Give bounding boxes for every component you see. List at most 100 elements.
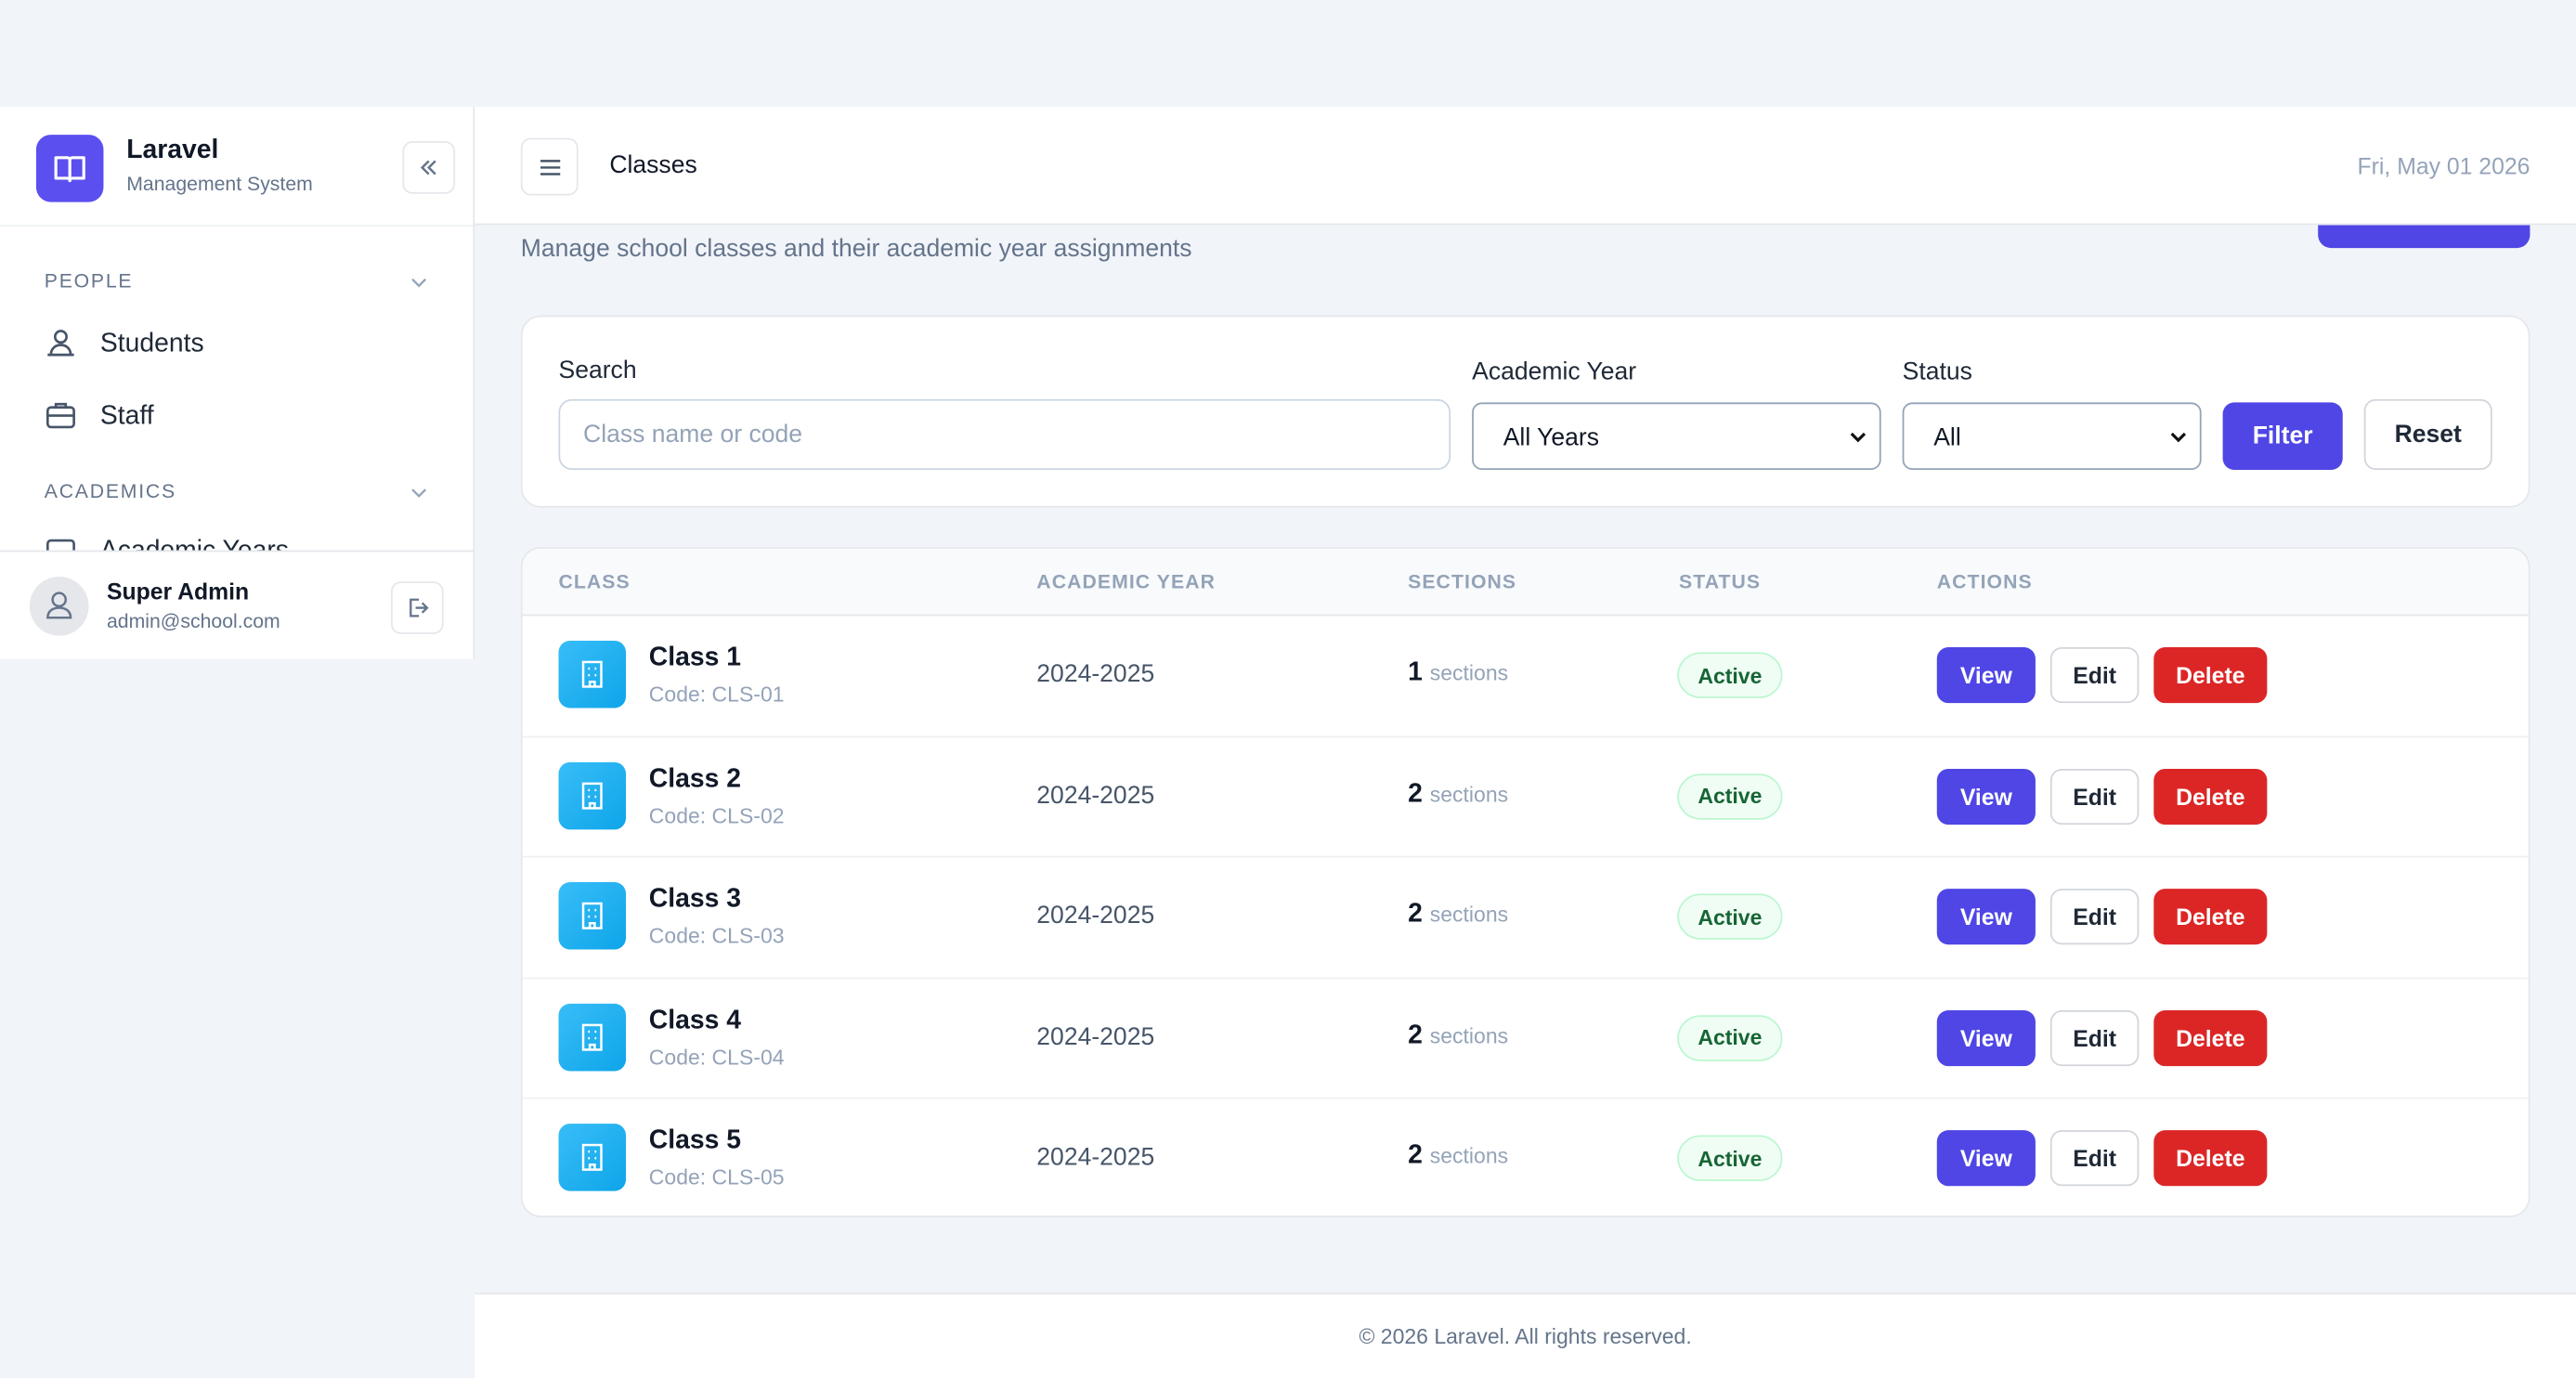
table-header	[522, 548, 2529, 617]
class-name: Class 1	[648, 644, 741, 672]
table-card: CLASS ACADEMIC YEAR SECTIONS STATUS ACTIONS C…	[520, 547, 2530, 1217]
class-icon	[558, 1003, 627, 1071]
academic-year: 2024-2025	[1036, 1022, 1155, 1051]
status-badge: Active	[1677, 652, 1783, 698]
row-divider	[522, 734, 2529, 737]
view-button[interactable]: View	[1936, 889, 2036, 945]
section-count: 2	[1408, 779, 1423, 808]
column-header: SECTIONS	[1408, 569, 1517, 593]
sidebar: Laravel Management System PEOPLE Student…	[0, 106, 475, 659]
edit-button[interactable]: Edit	[2049, 889, 2140, 945]
class-name: Class 2	[648, 764, 741, 793]
column-header: CLASS	[558, 569, 631, 593]
section-unit: sections	[1429, 902, 1509, 927]
column-header: ACADEMIC YEAR	[1036, 569, 1216, 593]
section-unit: sections	[1429, 660, 1509, 685]
delete-button[interactable]: Delete	[2153, 1009, 2268, 1066]
filter-button[interactable]: Filter	[2222, 402, 2343, 470]
class-icon	[558, 640, 627, 708]
column-header: ACTIONS	[1936, 569, 2033, 593]
nav: PEOPLE Students Staff ACADEMICS Academic…	[0, 227, 474, 551]
brand-subtitle: Management System	[126, 172, 313, 196]
page-title: Classes	[609, 150, 697, 179]
row-divider	[522, 976, 2529, 979]
chevron	[411, 278, 427, 288]
delete-button[interactable]: Delete	[2153, 768, 2268, 825]
row-divider	[522, 1097, 2529, 1099]
footer-text: © 2026 Laravel. All rights reserved.	[1359, 1323, 1692, 1349]
sections: 1 sections	[1408, 658, 1508, 688]
reset-button[interactable]: Reset	[2363, 398, 2492, 470]
section-unit: sections	[1429, 781, 1509, 806]
collapse-button[interactable]	[402, 141, 456, 194]
footer: © 2026 Laravel. All rights reserved.	[475, 1293, 2576, 1378]
logout-button[interactable]	[391, 581, 444, 634]
delete-button[interactable]: Delete	[2153, 647, 2268, 704]
view-button[interactable]: View	[1936, 647, 2036, 704]
academic-year: 2024-2025	[1036, 660, 1155, 689]
nav-item[interactable]: Staff	[99, 402, 154, 431]
class-code: Code: CLS-02	[648, 802, 785, 827]
edit-button[interactable]: Edit	[2049, 1130, 2140, 1187]
edit-button[interactable]: Edit	[2049, 768, 2140, 825]
icon	[46, 539, 75, 551]
academic-year: 2024-2025	[1036, 1143, 1155, 1172]
user-name: Super Admin	[106, 578, 250, 605]
class-code: Code: CLS-03	[648, 923, 785, 948]
sections: 2 sections	[1408, 779, 1508, 809]
class-name: Class 4	[648, 1006, 741, 1034]
row-divider	[522, 855, 2529, 858]
divider	[0, 225, 474, 228]
user-panel: Super Admin admin@school.com	[0, 550, 474, 659]
year-select[interactable]: All Years	[1472, 402, 1881, 470]
sections: 2 sections	[1408, 1142, 1508, 1172]
status-select[interactable]: All	[1902, 402, 2202, 470]
edit-button[interactable]: Edit	[2049, 647, 2140, 704]
select-value: All	[1933, 423, 1961, 452]
class-name: Class 5	[648, 1126, 741, 1155]
class-code: Code: CLS-04	[648, 1044, 785, 1069]
date: Fri, May 01 2026	[2357, 152, 2530, 179]
topbar: Classes Fri, May 01 2026	[475, 106, 2576, 226]
label: Search	[558, 356, 637, 384]
section-count: 2	[1408, 1141, 1423, 1170]
menu-button[interactable]	[520, 137, 579, 196]
avatar	[29, 576, 89, 636]
view-button[interactable]: View	[1936, 1009, 2036, 1066]
icon	[47, 330, 74, 357]
brand-title: Laravel	[126, 136, 219, 164]
status-badge: Active	[1677, 773, 1783, 819]
sections: 2 sections	[1408, 1020, 1508, 1050]
section-count: 2	[1408, 1020, 1423, 1049]
nav-item[interactable]: Students	[99, 330, 204, 358]
delete-button[interactable]: Delete	[2153, 1130, 2268, 1187]
subtitle: Manage school classes and their academic…	[520, 234, 1192, 264]
sections: 2 sections	[1408, 900, 1508, 930]
class-code: Code: CLS-05	[648, 1164, 785, 1190]
filter-card: Search Class name or code Academic Year …	[520, 315, 2530, 508]
academic-year: 2024-2025	[1036, 781, 1155, 810]
user-email: admin@school.com	[106, 609, 280, 633]
section-count: 1	[1408, 658, 1423, 687]
label: Academic Year	[1472, 358, 1637, 386]
class-name: Class 3	[648, 885, 741, 914]
status-badge: Active	[1677, 893, 1783, 940]
class-code: Code: CLS-01	[648, 682, 785, 707]
column-header: STATUS	[1679, 569, 1762, 593]
search-input[interactable]: Class name or code	[558, 398, 1451, 470]
label: Status	[1902, 358, 1972, 386]
nav-item[interactable]: Academic Years	[100, 537, 289, 550]
view-button[interactable]: View	[1936, 768, 2036, 825]
status-badge: Active	[1677, 1014, 1783, 1060]
nav-section-title: PEOPLE	[44, 269, 134, 292]
class-icon	[558, 882, 627, 950]
status-badge: Active	[1677, 1135, 1783, 1181]
delete-button[interactable]: Delete	[2153, 889, 2268, 945]
academic-year: 2024-2025	[1036, 902, 1155, 930]
edit-button[interactable]: Edit	[2049, 1009, 2140, 1066]
icon	[46, 402, 75, 429]
select-value: All Years	[1503, 423, 1599, 452]
view-button[interactable]: View	[1936, 1130, 2036, 1187]
chevron	[411, 488, 427, 498]
